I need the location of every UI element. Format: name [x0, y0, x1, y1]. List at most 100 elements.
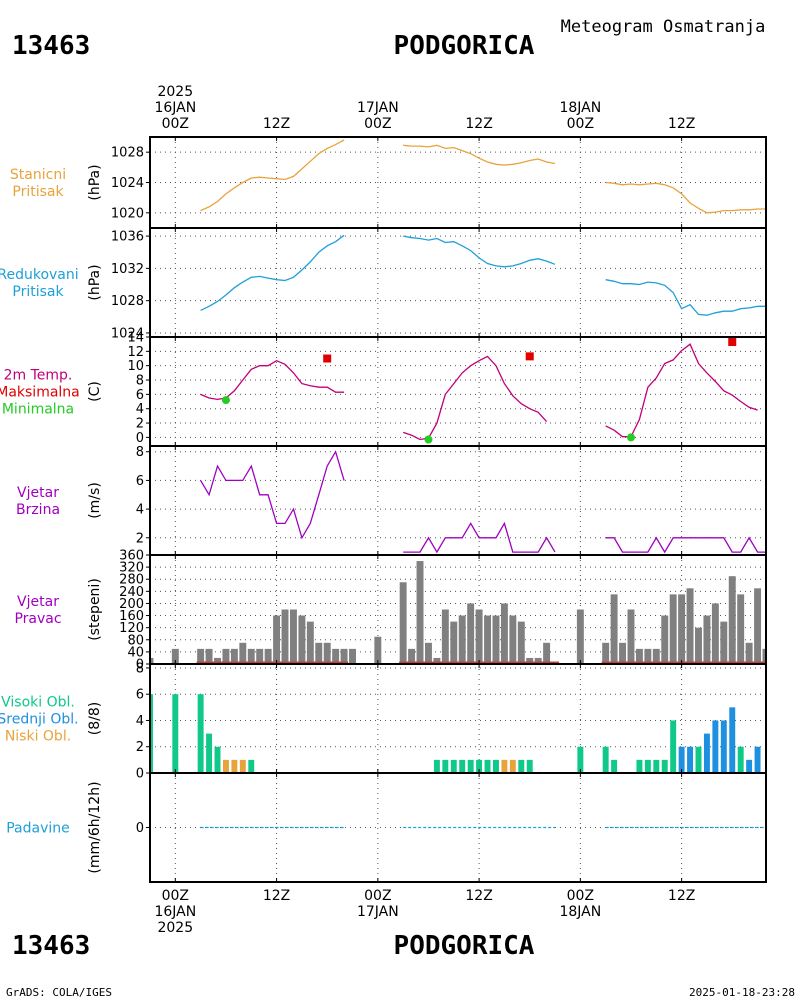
wind-direction-bar — [374, 636, 382, 664]
wind-direction-bar — [171, 648, 179, 664]
bottom-time-label: 2025 — [157, 920, 193, 936]
top-time-label: 2025 — [157, 84, 193, 100]
tmin-marker — [221, 396, 230, 405]
wind-direction-bar — [458, 615, 466, 664]
cloud-bar — [602, 746, 609, 773]
plot-area-station_pressure — [150, 137, 766, 228]
y-tick-label: 10 — [127, 359, 144, 374]
wind-direction-bar — [150, 657, 154, 664]
y-tick-label: 6 — [136, 388, 144, 403]
wind-direction-bar — [399, 582, 407, 664]
y-tick-label: 12 — [127, 345, 144, 360]
top-time-label: 16JAN — [154, 100, 196, 116]
bottom-time-label: 00Z — [364, 888, 391, 904]
y-tick-label: 160 — [119, 609, 144, 624]
cloud-bar — [231, 759, 238, 773]
wind-direction-bar — [315, 642, 323, 664]
panel-label: Visoki Obl. — [1, 695, 75, 711]
wind-direction-bar — [517, 621, 525, 664]
y-tick-label: 0 — [136, 821, 144, 836]
cloud-bar — [214, 746, 221, 773]
footer-credit: GrADS: COLA/IGES — [6, 986, 112, 999]
meteogram-title: Meteogram Osmatranja — [561, 17, 766, 37]
panel-label: Maksimalna — [0, 385, 80, 401]
cloud-bar — [467, 759, 474, 773]
plot-area-wind_speed — [150, 446, 766, 555]
wind-direction-bar — [509, 615, 517, 664]
wind-direction-bar — [306, 621, 314, 664]
wind-direction-bar — [222, 648, 230, 664]
wind-direction-bar — [450, 621, 458, 664]
top-time-label: 00Z — [364, 116, 391, 132]
top-time-label: 12Z — [668, 116, 695, 132]
wind-direction-bar — [534, 657, 542, 664]
panel-label: Vjetar — [17, 594, 59, 610]
tmin-marker — [626, 433, 635, 442]
cloud-bar — [720, 720, 727, 773]
wind-direction-bar — [332, 648, 340, 664]
panel-label: 2m Temp. — [4, 368, 73, 384]
wind-direction-bar — [737, 594, 745, 664]
panel-label: Redukovani — [0, 267, 79, 283]
wind-direction-bar — [264, 648, 272, 664]
plot-area-precipitation — [150, 773, 766, 882]
wind-direction-bar — [754, 588, 762, 664]
y-axis-label: (8/8) — [87, 702, 103, 735]
wind-direction-bar — [256, 648, 264, 664]
cloud-bar — [459, 759, 466, 773]
bottom-time-label: 18JAN — [559, 904, 601, 920]
panel-label: Pritisak — [12, 284, 64, 300]
y-tick-label: 200 — [119, 597, 144, 612]
y-tick-label: 320 — [119, 561, 144, 576]
y-tick-label: 2 — [136, 417, 144, 432]
cloud-bar — [653, 759, 660, 773]
cloud-bar — [577, 746, 584, 773]
y-tick-label: 0 — [136, 658, 144, 673]
wind-direction-bar — [728, 576, 736, 664]
y-tick-label: 14 — [127, 331, 144, 346]
y-tick-label: 1028 — [111, 146, 144, 161]
plot-area-temperature — [150, 337, 766, 446]
cloud-bar — [509, 759, 516, 773]
y-tick-label: 2 — [136, 740, 144, 755]
y-tick-label: 40 — [127, 645, 144, 660]
wind-direction-bar — [652, 648, 660, 664]
wind-direction-bar — [500, 603, 508, 664]
wind-direction-bar — [720, 621, 728, 664]
cloud-bar — [737, 746, 744, 773]
wind-direction-bar — [273, 615, 281, 664]
cloud-bar — [661, 759, 668, 773]
top-time-label: 12Z — [263, 116, 290, 132]
y-tick-label: 280 — [119, 573, 144, 588]
y-tick-label: 1024 — [111, 176, 144, 191]
panel-label: Pritisak — [12, 184, 64, 200]
y-tick-label: 360 — [119, 549, 144, 564]
y-tick-label: 1032 — [111, 262, 144, 277]
wind-direction-bar — [711, 603, 719, 664]
reduced_pressure-series-line — [200, 234, 766, 316]
wind-direction-bar — [576, 609, 584, 664]
cloud-bar — [501, 759, 508, 773]
wind-direction-bar — [635, 648, 643, 664]
y-tick-label: 6 — [136, 688, 144, 703]
wind-direction-bar — [230, 648, 238, 664]
y-tick-label: 1024 — [111, 326, 144, 341]
top-time-label: 00Z — [162, 116, 189, 132]
wind-direction-bar — [678, 594, 686, 664]
station-name-bottom: PODGORICA — [394, 931, 535, 961]
cloud-bar — [484, 759, 491, 773]
cloud-bar — [746, 759, 753, 773]
wind-direction-bar — [289, 609, 297, 664]
y-tick-label: 1020 — [111, 206, 144, 221]
tmin-marker — [424, 435, 433, 444]
cloud-bar — [703, 733, 710, 773]
y-axis-label: (hPa) — [87, 264, 103, 300]
cloud-bar — [712, 720, 719, 773]
wind-direction-bar — [197, 648, 205, 664]
cloud-bar — [729, 707, 736, 773]
